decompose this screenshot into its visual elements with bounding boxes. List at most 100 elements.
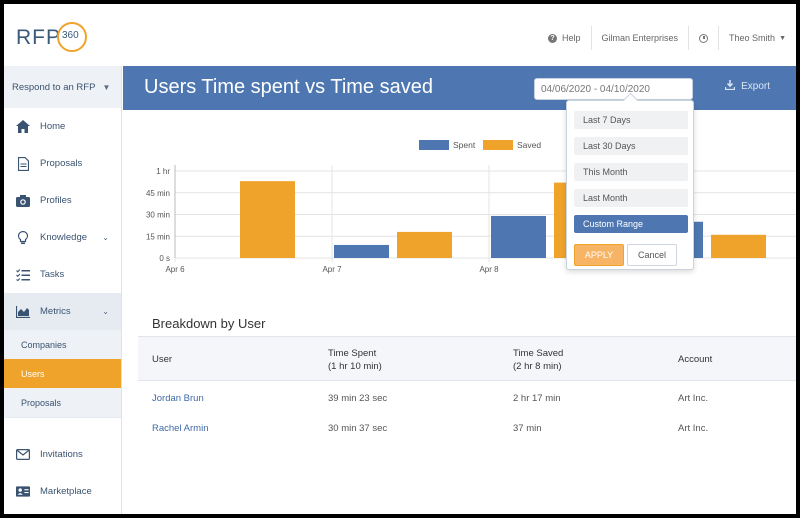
column-label: Time Spent <box>328 347 377 359</box>
chevron-down-icon: ⌄ <box>102 233 109 242</box>
sidebar-divider <box>4 417 121 436</box>
app-frame: RFP 360 ? Help Gilman Enterprises Theo S… <box>4 4 796 514</box>
time-spent-cell: 39 min 23 sec <box>328 392 388 404</box>
table-row: Rachel Armin 30 min 37 sec 37 min Art In… <box>138 413 796 443</box>
account-cell: Art Inc. <box>678 392 709 404</box>
respond-to-rfp-dropdown[interactable]: Respond to an RFP ▼ <box>4 66 121 108</box>
metrics-submenu: Companies Users Proposals <box>4 330 121 417</box>
export-label: Export <box>741 81 770 92</box>
cancel-button[interactable]: Cancel <box>627 244 677 266</box>
option-this-month[interactable]: This Month <box>574 163 688 181</box>
user-name: Theo Smith <box>729 33 776 43</box>
y-tick-label: 1 hr <box>156 167 170 176</box>
id-card-icon <box>16 485 30 499</box>
y-tick-label: 0 s <box>159 254 170 263</box>
logo-number: 360 <box>62 30 79 41</box>
sidebar-item-label: Proposals <box>40 158 83 169</box>
sidebar-item-knowledge[interactable]: Knowledge ⌄ <box>4 219 121 256</box>
y-tick-label: 15 min <box>146 232 170 241</box>
chevron-down-icon: ⌄ <box>102 307 109 316</box>
sidebar-item-label: Invitations <box>40 449 83 460</box>
clock-icon <box>699 33 709 43</box>
time-spent-cell: 30 min 37 sec <box>328 422 388 434</box>
y-tick-label: 30 min <box>146 211 170 220</box>
y-tick-label: 45 min <box>146 189 170 198</box>
column-header-account: Account <box>678 337 712 382</box>
user-link[interactable]: Jordan Brun <box>152 392 204 404</box>
export-button[interactable]: Export <box>724 80 770 93</box>
x-tick-label: Apr 6 <box>165 265 185 274</box>
caret-down-icon: ▼ <box>102 82 111 92</box>
column-label: Time Saved <box>513 347 564 359</box>
bar-spent <box>334 244 389 258</box>
column-label: User <box>152 354 173 365</box>
logo-text: RFP <box>16 26 61 49</box>
sidebar-item-label: Metrics <box>40 306 71 317</box>
apply-button[interactable]: APPLY <box>574 244 624 266</box>
top-bar: RFP 360 ? Help Gilman Enterprises Theo S… <box>4 4 796 66</box>
bar-saved <box>711 234 766 258</box>
sidebar-item-tasks[interactable]: Tasks <box>4 256 121 293</box>
user-menu[interactable]: Theo Smith ▼ <box>718 26 796 50</box>
legend-label: Saved <box>517 140 541 150</box>
page-title: Users Time spent vs Time saved <box>144 76 433 98</box>
sidebar-subitem-users[interactable]: Users <box>4 359 121 388</box>
sidebar-item-proposals[interactable]: Proposals <box>4 145 121 182</box>
sidebar-item-metrics[interactable]: Metrics ⌄ <box>4 293 121 330</box>
sidebar-item-invitations[interactable]: Invitations <box>4 436 121 473</box>
help-link[interactable]: ? Help <box>538 26 591 50</box>
sidebar: Respond to an RFP ▼ Home Proposals Profi… <box>4 66 122 514</box>
bar-spent <box>491 215 546 258</box>
sidebar-item-profiles[interactable]: Profiles <box>4 182 121 219</box>
x-tick-label: Apr 8 <box>479 265 499 274</box>
column-sublabel: (1 hr 10 min) <box>328 360 382 372</box>
help-label: Help <box>561 33 581 43</box>
date-range-input[interactable] <box>534 78 693 100</box>
bar-saved <box>240 181 295 258</box>
sidebar-subitem-proposals[interactable]: Proposals <box>21 397 62 408</box>
column-sublabel: (2 hr 8 min) <box>513 360 562 372</box>
column-label: Account <box>678 354 713 365</box>
x-tick-label: Apr 7 <box>322 265 342 274</box>
lightbulb-icon <box>16 230 30 245</box>
top-right-menu: ? Help Gilman Enterprises Theo Smith ▼ <box>538 26 796 50</box>
legend-swatch <box>419 140 449 150</box>
company-name: Gilman Enterprises <box>601 33 679 43</box>
home-icon <box>16 120 30 134</box>
option-last-month[interactable]: Last Month <box>574 189 688 207</box>
bar-saved <box>397 231 452 258</box>
option-last-7-days[interactable]: Last 7 Days <box>574 111 688 129</box>
checklist-icon <box>16 268 30 282</box>
sidebar-item-label: Tasks <box>40 269 65 280</box>
legend-label: Spent <box>453 140 476 150</box>
camera-icon <box>16 194 30 208</box>
breakdown-title: Breakdown by User <box>152 316 266 331</box>
time-saved-cell: 37 min <box>513 422 542 434</box>
page-header: Users Time spent vs Time saved Export <box>123 66 796 110</box>
column-header-time-spent: Time Spent (1 hr 10 min) <box>328 337 382 382</box>
column-header-time-saved: Time Saved (2 hr 8 min) <box>513 337 563 382</box>
option-custom-range[interactable]: Custom Range <box>574 215 688 233</box>
breakdown-table: User Time Spent (1 hr 10 min) Time Saved… <box>138 336 796 443</box>
sidebar-item-home[interactable]: Home <box>4 108 121 145</box>
chart-icon <box>16 305 30 319</box>
help-icon: ? <box>547 33 557 43</box>
history-button[interactable] <box>688 26 718 50</box>
user-link[interactable]: Rachel Armin <box>152 422 209 434</box>
document-icon <box>16 156 30 171</box>
sidebar-item-label: Profiles <box>40 195 72 206</box>
chart-svg: 0 s 15 min 30 min 45 min 1 hr Apr 6 Apr 7 Apr 8… <box>146 140 796 274</box>
column-header-user: User <box>152 337 172 382</box>
caret-down-icon: ▼ <box>779 34 786 42</box>
sidebar-item-marketplace[interactable]: Marketplace <box>4 473 121 510</box>
time-chart: 0 s 15 min 30 min 45 min 1 hr Apr 6 Apr 7 Apr 8… <box>123 110 796 285</box>
company-switcher[interactable]: Gilman Enterprises <box>590 26 689 50</box>
download-icon <box>724 80 736 93</box>
sidebar-subitem-companies[interactable]: Companies <box>21 339 67 350</box>
logo-ring <box>57 22 87 52</box>
table-row: Jordan Brun 39 min 23 sec 2 hr 17 min Ar… <box>138 383 796 413</box>
respond-label: Respond to an RFP <box>12 81 96 93</box>
sidebar-item-label: Marketplace <box>40 486 92 497</box>
option-last-30-days[interactable]: Last 30 Days <box>574 137 688 155</box>
account-cell: Art Inc. <box>678 422 709 434</box>
